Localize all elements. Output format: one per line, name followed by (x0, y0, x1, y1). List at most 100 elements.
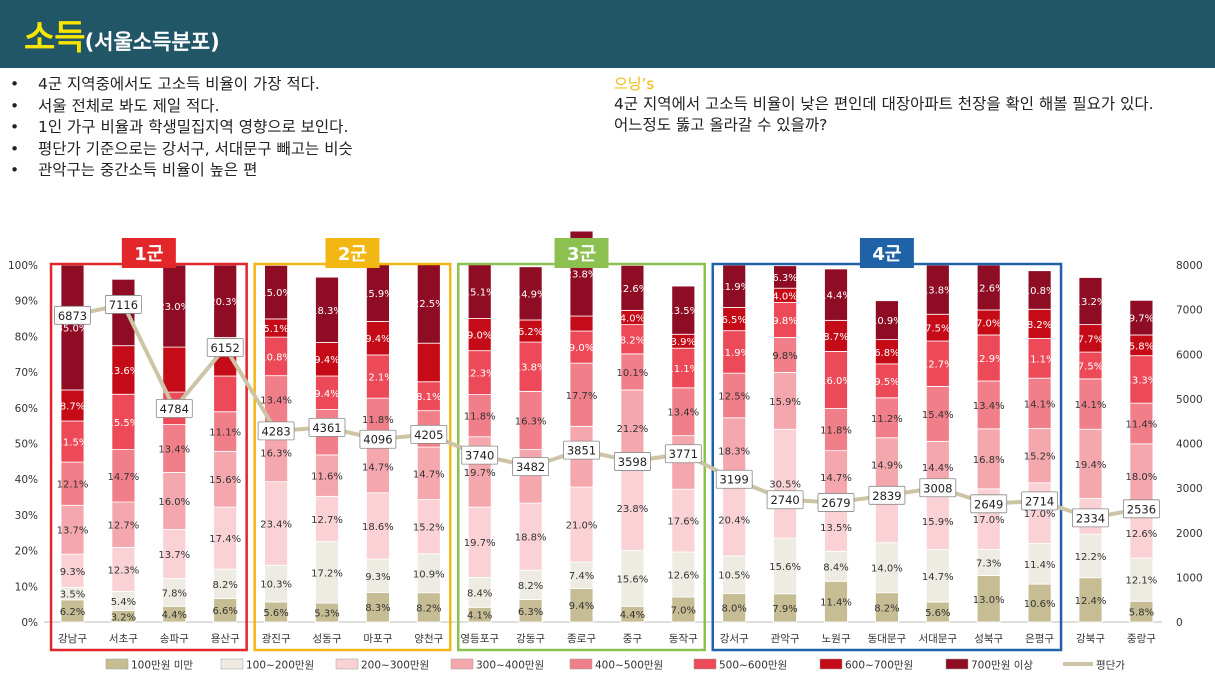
price-data-label: 4784 (160, 402, 189, 416)
bar-data-label: 13.0% (973, 595, 1005, 606)
bar-data-label: 12.6% (1126, 529, 1158, 540)
bar-data-label: 5.8% (1129, 341, 1154, 352)
bar-segment (315, 276, 339, 343)
bar-data-label: 13.7% (57, 526, 89, 537)
bar-data-label: 11.8% (464, 412, 496, 423)
price-data-label: 4205 (414, 428, 443, 442)
bar-data-label: 13.5% (820, 523, 852, 534)
group-label-box (859, 238, 914, 268)
bar-data-label: 8.2% (874, 603, 899, 614)
x-tick-label: 노원구 (822, 633, 851, 645)
price-data-label: 4361 (312, 421, 341, 435)
x-tick-label: 강동구 (516, 633, 545, 645)
bullet-text: 관악구는 중간소득 비율이 높은 편 (38, 161, 258, 179)
bar-data-label: 18.3% (311, 306, 343, 317)
bar-data-label: 19.4% (1075, 460, 1107, 471)
y-left-tick-label: 100% (8, 260, 38, 272)
bar-data-label: 12.4% (1075, 596, 1107, 607)
bar-data-label: 15.2% (1024, 452, 1056, 463)
bar-data-label: 4.4% (620, 610, 645, 621)
price-data-label: 2740 (770, 493, 799, 507)
bar-data-label: 18.6% (362, 522, 394, 533)
bar-data-label: 17.2% (311, 568, 343, 579)
price-label-box (461, 445, 499, 465)
bar-data-label: 12.1% (362, 373, 394, 384)
bar-data-label: 18.3% (718, 446, 750, 457)
bar-data-label: 7.4% (569, 571, 594, 582)
price-label-box (1123, 499, 1160, 519)
income-distribution-chart: 0% 10% 20% 30% 40% 50% 60% 70% 80% 90% 100% 0 1000 20… (8, 230, 1203, 672)
bar-data-label: 8.2% (1027, 320, 1052, 331)
bar-data-label: 8.2% (212, 580, 237, 591)
bar-data-label: 11.1% (1024, 354, 1056, 365)
bar-data-label: 14.4% (922, 463, 954, 474)
bar-data-label: 16.3% (515, 416, 547, 427)
bar-data-label: 15.0% (260, 288, 292, 299)
group-label: 4군 (872, 244, 901, 265)
bar-data-label: 20.3% (209, 297, 241, 308)
bar-data-label: 12.9% (973, 354, 1005, 365)
bar-data-label: 15.6% (209, 475, 241, 486)
header-bar: 소득(서울소득분포) (0, 0, 1215, 68)
bar-data-label: 11.1% (667, 364, 699, 375)
bar-data-label: 13.3% (1126, 375, 1158, 386)
x-tick-label: 성북구 (974, 633, 1003, 645)
bullet-text: 1인 가구 비율과 학생밀집지역 영향으로 보인다. (38, 118, 349, 136)
bar-data-label: 10.8% (1024, 286, 1056, 297)
price-label-box (715, 469, 753, 489)
bar-data-label: 11.6% (311, 472, 343, 483)
note-line: 4군 지역에서 고소득 비율이 낮은 편인데 대장아파트 천장을 확인 해볼 필… (614, 95, 1154, 113)
bar-data-label: 14.7% (108, 472, 140, 483)
price-data-label: 3598 (618, 455, 647, 469)
bar-data-label: 3.2% (111, 612, 136, 623)
bar-data-label: 13.2% (1075, 297, 1107, 308)
price-data-label: 2839 (872, 489, 901, 503)
price-label-box (54, 305, 91, 325)
price-data-label: 6152 (211, 341, 240, 355)
bar-data-label: 21.0% (566, 521, 598, 532)
legend-label: 100만원 미만 (131, 660, 193, 672)
price-label-box (919, 478, 957, 498)
legend-label: 300~400만원 (476, 660, 544, 672)
bar-data-label: 21.2% (617, 424, 649, 435)
bar-segment (416, 342, 441, 383)
bar-data-label: 3.5% (60, 590, 85, 601)
bar-data-label: 14.4% (820, 291, 852, 302)
bar-data-label: 8.1% (416, 392, 441, 403)
bar-segment (213, 375, 238, 413)
bar-data-label: 10.9% (871, 316, 903, 327)
bar-data-label: 5.8% (1129, 608, 1154, 619)
bar-data-label: 14.1% (1024, 399, 1056, 410)
bar-data-label: 11.9% (718, 348, 750, 359)
y-right-tick-label: 0 (1176, 617, 1183, 629)
legend-swatch (220, 658, 244, 670)
bar-data-label: 11.2% (871, 414, 903, 425)
price-label-box (614, 452, 651, 471)
bar-data-label: 10.6% (1024, 599, 1056, 610)
bar-data-label: 15.9% (769, 397, 801, 408)
y-right-tick-label: 6000 (1176, 349, 1203, 361)
bar-data-label: 9.4% (314, 355, 339, 366)
bar-data-label: 12.6% (617, 284, 649, 295)
bar-data-label: 23.4% (260, 519, 292, 530)
bullet-dot: • (10, 96, 20, 115)
bar-data-label: 14.0% (871, 564, 903, 575)
bar-data-label: 9.5% (874, 377, 899, 388)
bar-data-label: 10.1% (617, 368, 649, 379)
bullet-dot: • (10, 139, 20, 158)
price-data-label: 3771 (669, 447, 698, 461)
bar-data-label: 18.8% (515, 533, 547, 544)
bar-segment (875, 300, 899, 341)
bullet-text: 서울 전체로 봐도 제일 적다. (38, 96, 220, 115)
price-label-box (308, 417, 346, 437)
price-label-box (868, 485, 906, 505)
legend-swatch (945, 658, 969, 670)
bar-data-label: 14.9% (515, 289, 547, 300)
bar-segment (671, 285, 696, 335)
bar-data-label: 6.2% (518, 327, 543, 338)
bar-data-label: 15.6% (617, 574, 649, 585)
bar-segment (1078, 277, 1103, 326)
group-label: 1군 (134, 244, 163, 265)
bar-data-label: 7.0% (671, 606, 696, 617)
bar-data-label: 12.2% (1075, 552, 1107, 563)
